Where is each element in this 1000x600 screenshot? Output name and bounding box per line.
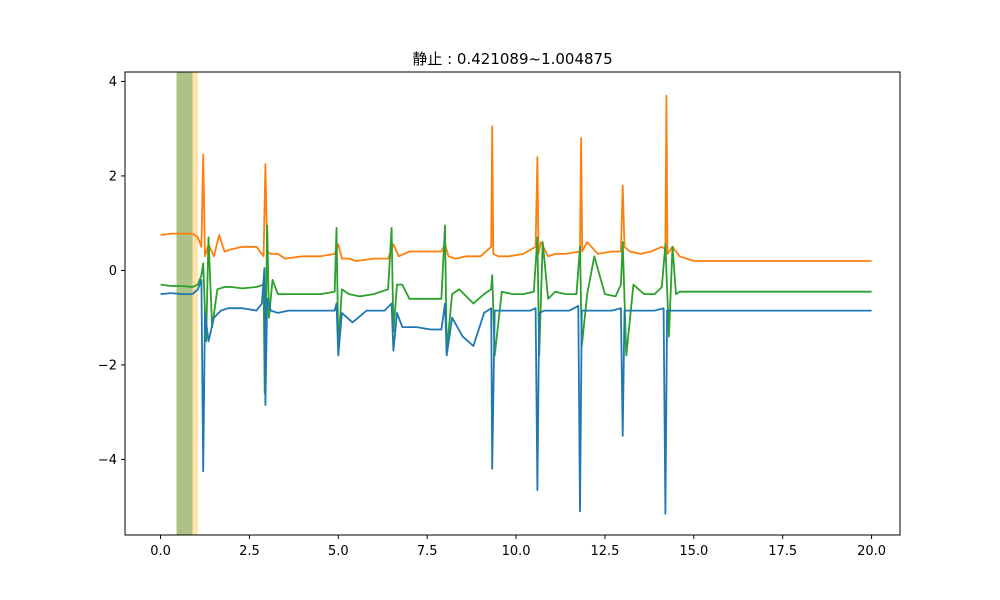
y-tick-label: 4 xyxy=(109,75,117,90)
y-axis-ticks: 4 2 0 −2 −4 xyxy=(98,75,125,468)
series-line-0 xyxy=(160,94,872,262)
series-line-1 xyxy=(160,224,872,395)
series-line-2 xyxy=(160,267,872,515)
chart-title: 静止 : 0.421089~1.004875 xyxy=(412,50,612,68)
y-tick-label: −2 xyxy=(98,358,117,373)
y-tick-label: 0 xyxy=(109,264,117,279)
x-tick-label: 10.0 xyxy=(502,544,531,559)
x-tick-label: 5.0 xyxy=(328,544,349,559)
y-tick-label: 2 xyxy=(109,169,117,184)
highlight-span-0 xyxy=(176,72,193,535)
highlight-spans xyxy=(176,72,198,535)
highlight-span-1 xyxy=(192,72,198,535)
series-lines xyxy=(160,94,872,515)
x-tick-label: 7.5 xyxy=(417,544,438,559)
x-tick-label: 2.5 xyxy=(239,544,260,559)
plot-frame xyxy=(124,71,901,536)
x-tick-label: 0.0 xyxy=(150,544,171,559)
x-tick-label: 15.0 xyxy=(679,544,708,559)
x-tick-label: 20.0 xyxy=(857,544,886,559)
x-axis-ticks: 0.0 2.5 5.0 7.5 10.0 12.5 15.0 17.5 20.0 xyxy=(150,535,886,559)
x-tick-label: 17.5 xyxy=(768,544,797,559)
x-tick-label: 12.5 xyxy=(590,544,619,559)
y-tick-label: −4 xyxy=(98,453,117,468)
